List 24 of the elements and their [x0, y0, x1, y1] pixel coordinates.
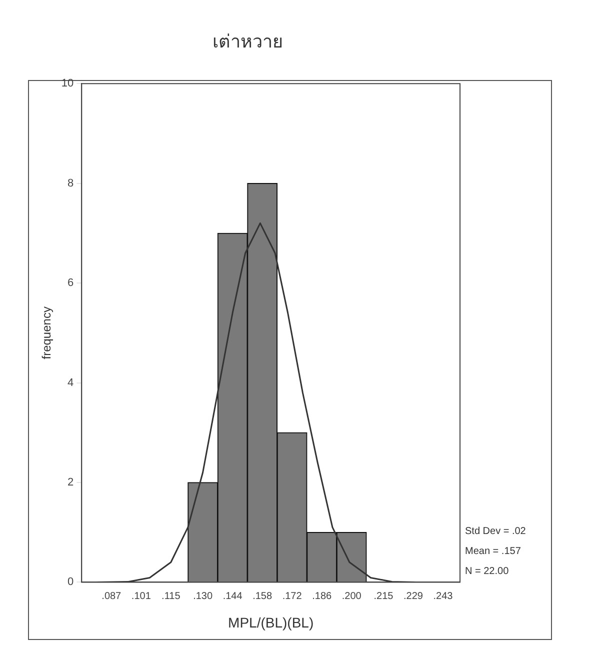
x-tick-label: .172	[282, 590, 302, 602]
y-tick-label: 4	[68, 376, 74, 389]
x-tick-label: .243	[433, 590, 454, 602]
x-tick-label: .229	[404, 590, 424, 602]
text: N = 22.00	[465, 566, 510, 578]
y-tick-label: 2	[68, 476, 74, 489]
x-tick-label: .130	[193, 590, 213, 602]
y-tick-label: 8	[68, 177, 74, 190]
y-axis-title: frequency	[40, 306, 54, 360]
x-tick-label: .115	[162, 590, 181, 602]
x-tick-label: .186	[312, 590, 332, 602]
text: Mean = .157	[465, 546, 522, 558]
y-tick-label: 0	[68, 576, 74, 588]
x-tick-label: .087	[102, 590, 122, 602]
y-tick-label: 6	[68, 277, 74, 290]
x-tick-label: .101	[131, 590, 152, 602]
text: Std Dev = .02	[465, 526, 526, 538]
x-axis-title: MPL/(BL)(BL)	[228, 614, 314, 630]
x-tick-label: .200	[342, 590, 362, 602]
x-tick-label: .144	[222, 590, 243, 602]
y-tick-label: 10	[61, 78, 74, 90]
x-tick-label: .158	[252, 590, 272, 602]
chart-title: เต่าหวาย	[212, 31, 284, 52]
x-tick-label: .215	[374, 590, 394, 602]
